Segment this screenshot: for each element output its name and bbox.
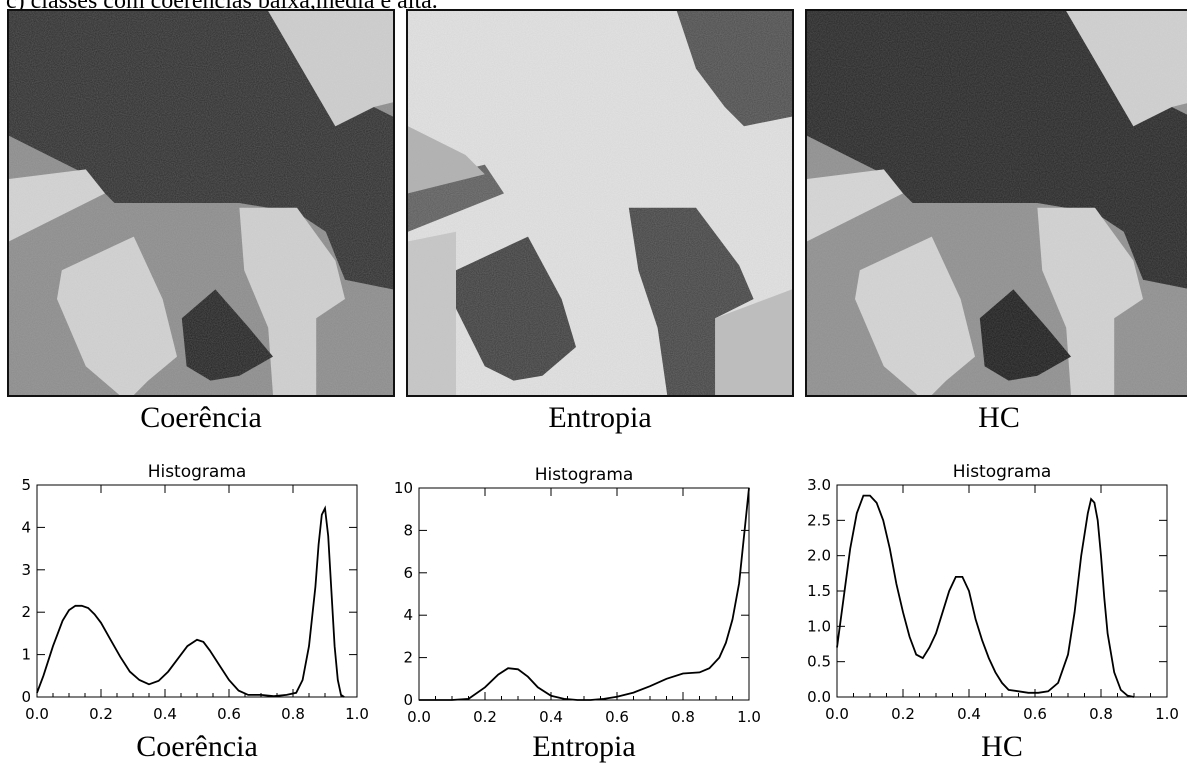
chart-caption-coerencia: Coerência (136, 730, 258, 763)
x-tick-label: 0.2 (473, 708, 497, 726)
y-tick-label: 0.5 (807, 653, 831, 671)
histogram-chart-hc: Histograma 0.0 0.2 0.4 0.6 0.8 1.0 0.0 0.5 1.0 1.5… (807, 462, 1179, 723)
x-tick-label: 0.6 (1023, 705, 1047, 723)
x-tick-label: 1.0 (737, 708, 761, 726)
y-tick-label: 1.0 (807, 617, 831, 635)
y-tick-label: 0.0 (807, 688, 831, 706)
series-line (419, 487, 750, 701)
y-tick-label: 1.5 (807, 582, 831, 600)
x-tick-label: 0.6 (217, 705, 241, 723)
chart-caption-entropia: Entropia (532, 730, 636, 763)
plot-frame (836, 484, 1168, 698)
x-tick-label: 1.0 (1155, 705, 1179, 723)
hc-image (805, 9, 1187, 397)
y-tick-label: 3 (21, 561, 31, 579)
image-caption-entropia: Entropia (548, 401, 652, 434)
x-tick-label: 0.2 (891, 705, 915, 723)
x-tick-label: 0.8 (671, 708, 695, 726)
x-tick-label: 0.0 (407, 708, 431, 726)
y-tick-label: 1 (21, 646, 31, 664)
x-tick-label: 0.6 (605, 708, 629, 726)
histogram-chart-coerencia: Histograma 0.0 0.2 0.4 0.6 0.8 1.0 0 1 2 3 4 5 (21, 462, 368, 723)
series-line (836, 494, 1135, 698)
y-tick-label: 6 (403, 564, 413, 582)
chart-title: Histograma (148, 462, 247, 482)
x-tick-label: 0.2 (89, 705, 113, 723)
chart-title: Histograma (535, 465, 634, 485)
plot-frame (36, 484, 358, 698)
entropia-image (406, 9, 794, 397)
y-tick-label: 2 (403, 649, 413, 667)
x-tick-label: 0.0 (25, 705, 49, 723)
chart-caption-hc: HC (981, 730, 1023, 763)
x-tick-label: 0.0 (825, 705, 849, 723)
y-tick-label: 10 (394, 479, 413, 497)
y-tick-label: 4 (21, 518, 31, 536)
y-tick-label: 2.0 (807, 547, 831, 565)
x-tick-label: 1.0 (345, 705, 369, 723)
image-caption-hc: HC (978, 401, 1020, 434)
y-tick-label: 3.0 (807, 476, 831, 494)
x-tick-label: 0.4 (539, 708, 563, 726)
x-tick-label: 0.8 (1089, 705, 1113, 723)
coerencia-image (7, 9, 395, 397)
plot-frame (418, 487, 750, 701)
x-tick-label: 0.8 (281, 705, 305, 723)
x-tick-label: 0.4 (957, 705, 981, 723)
series-line (36, 505, 345, 698)
y-tick-label: 2.5 (807, 511, 831, 529)
x-tick-label: 0.4 (153, 705, 177, 723)
y-tick-label: 0 (21, 688, 31, 706)
y-tick-label: 5 (21, 476, 31, 494)
chart-title: Histograma (953, 462, 1052, 482)
y-tick-label: 8 (403, 521, 413, 539)
image-caption-coerencia: Coerência (140, 401, 262, 434)
y-tick-label: 0 (403, 691, 413, 709)
y-tick-label: 2 (21, 603, 31, 621)
histogram-chart-entropia: Histograma 0.0 0.2 0.4 0.6 0.8 1.0 0 2 4 6 8 10 (394, 465, 761, 726)
y-tick-label: 4 (403, 606, 413, 624)
